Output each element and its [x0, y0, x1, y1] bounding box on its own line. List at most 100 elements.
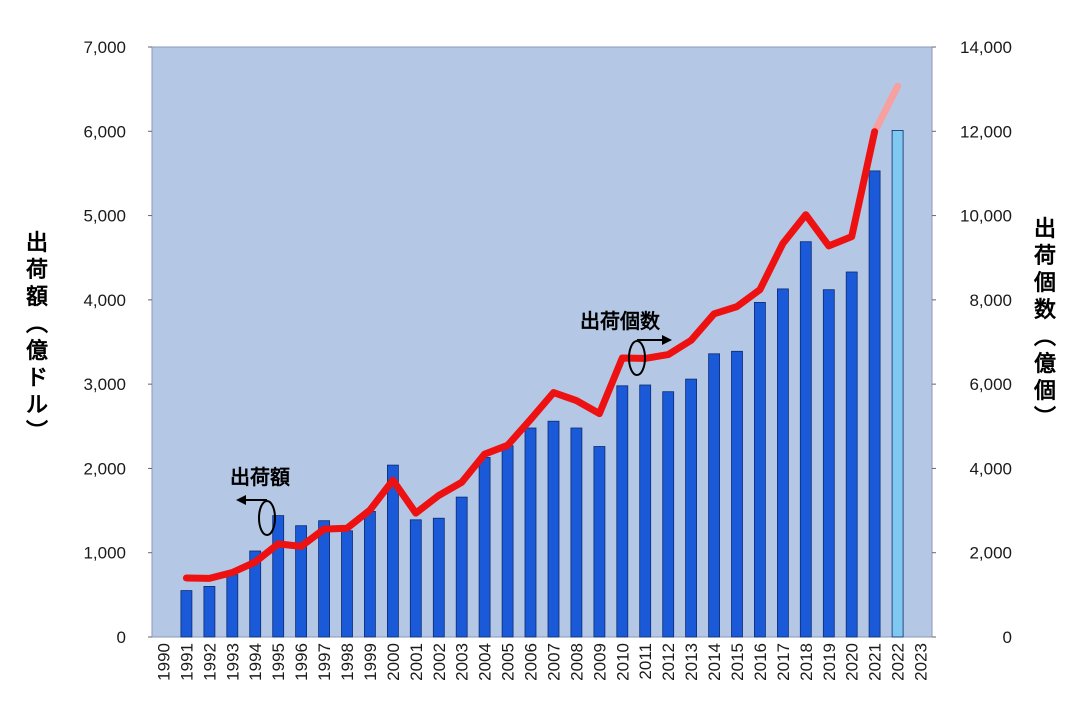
right-axis-title: 出荷個数︵億個︶ — [1033, 217, 1057, 431]
x-tick-label: 2009 — [590, 643, 609, 681]
x-tick-label: 2010 — [613, 643, 632, 681]
bar — [639, 384, 652, 638]
right-tick-label: 0 — [1003, 628, 1012, 647]
x-tick-label: 1999 — [361, 643, 380, 681]
left-tick-label: 4,000 — [83, 291, 126, 310]
bar — [524, 427, 537, 638]
annotation-shipment-count: 出荷個数 — [580, 309, 672, 376]
x-tick-label: 1997 — [315, 643, 334, 681]
x-tick-label: 2011 — [636, 643, 655, 680]
axis-title-char: 額 — [26, 284, 48, 310]
x-tick-label: 1992 — [200, 643, 219, 681]
arrowhead-right-icon — [662, 335, 672, 345]
left-tick-label: 0 — [117, 628, 126, 647]
axis-title-char: 億 — [26, 338, 48, 364]
right-tick-label: 8,000 — [969, 291, 1012, 310]
x-tick-label: 2022 — [889, 643, 908, 681]
bar — [708, 353, 720, 638]
bar — [616, 385, 629, 638]
bar — [295, 525, 308, 638]
axis-title-char: 個 — [1033, 379, 1056, 404]
x-tick-label: 2007 — [544, 643, 563, 681]
annotation-shipment-value: 出荷額 — [230, 465, 290, 536]
arrowhead-left-icon — [236, 495, 246, 505]
right-tick-label: 2,000 — [969, 544, 1012, 563]
bar — [180, 590, 193, 638]
right-tick-label: 6,000 — [969, 375, 1012, 394]
bar — [547, 420, 560, 638]
axis-title-char: ︶ — [1034, 405, 1056, 431]
bar — [272, 515, 285, 638]
axis-title-char: 荷 — [26, 258, 48, 283]
x-tick-label: 2016 — [751, 643, 770, 681]
left-tick-label: 1,000 — [83, 544, 126, 563]
x-tick-label: 2020 — [843, 643, 862, 681]
x-tick-label: 1996 — [292, 643, 311, 681]
bar — [478, 457, 491, 638]
bar — [822, 289, 835, 638]
left-tick-label: 7,000 — [83, 38, 126, 57]
bar — [754, 301, 766, 638]
bar — [570, 427, 583, 638]
axis-title-char: 個 — [1033, 271, 1056, 296]
axis-title-char: ル — [26, 393, 48, 418]
bar — [777, 288, 789, 638]
x-tick-label: 2005 — [499, 643, 518, 681]
right-tick-label: 10,000 — [960, 207, 1012, 226]
axis-title-char: 荷 — [1034, 244, 1056, 269]
bar — [203, 586, 216, 638]
bar — [593, 446, 606, 638]
bar — [409, 519, 422, 638]
bar — [341, 530, 353, 638]
axis-title-char: ド — [26, 366, 48, 391]
left-axis-ticks: 0 1,000 2,000 3,000 4,000 5,000 6,000 7,000 — [83, 38, 152, 647]
left-tick-label: 6,000 — [83, 122, 126, 141]
bar — [845, 271, 858, 638]
x-tick-label: 2018 — [797, 643, 816, 681]
left-tick-label: 3,000 — [83, 375, 126, 394]
right-tick-label: 14,000 — [960, 38, 1012, 57]
x-tick-label: 2006 — [522, 643, 541, 681]
line-series — [182, 82, 902, 582]
right-axis-ticks: 0 2,000 4,000 6,000 8,000 10,000 12,000 14,000 — [932, 38, 1012, 647]
x-tick-label: 1990 — [154, 643, 173, 681]
axis-title-char: 出 — [26, 231, 48, 256]
x-tick-label: 2021 — [866, 643, 885, 681]
bar — [363, 510, 376, 638]
right-tick-label: 12,000 — [960, 122, 1012, 141]
bar — [662, 391, 675, 638]
line-forecast-segment — [871, 82, 902, 136]
x-tick-label: 1991 — [177, 643, 196, 681]
bar — [868, 170, 881, 638]
x-tick-label: 2019 — [820, 643, 839, 681]
line-shipment-count — [182, 128, 879, 582]
left-tick-label: 2,000 — [83, 459, 126, 478]
bar — [455, 496, 468, 638]
x-tick-label: 2008 — [567, 643, 586, 681]
bar — [432, 517, 445, 638]
x-tick-label: 2013 — [682, 643, 701, 681]
annotation-shipment-count-label: 出荷個数 — [580, 309, 661, 333]
right-tick-label: 4,000 — [969, 459, 1012, 478]
x-tick-label: 1994 — [246, 643, 265, 681]
x-tick-label: 1998 — [338, 643, 357, 681]
bar-series — [180, 129, 904, 638]
axis-title-char: 億 — [1034, 351, 1056, 377]
x-axis-ticks: 1990 1991 1992 1993 1994 1995 1996 1997 1998 1999… — [154, 643, 930, 681]
bar — [386, 464, 399, 638]
x-tick-label: 2014 — [705, 643, 724, 681]
bar — [318, 520, 331, 638]
bar — [249, 550, 262, 638]
x-tick-label: 2015 — [728, 643, 747, 681]
x-tick-label: 2012 — [659, 643, 678, 681]
bar — [685, 378, 697, 638]
axis-title-char: ︶ — [26, 419, 48, 445]
axis-title-char: 出 — [1034, 217, 1056, 242]
left-tick-label: 5,000 — [83, 207, 126, 226]
x-tick-label: 2023 — [912, 643, 931, 681]
x-tick-label: 2003 — [453, 643, 472, 681]
bar — [799, 241, 812, 638]
annotation-shipment-value-label: 出荷額 — [230, 465, 290, 489]
x-tick-label: 1995 — [269, 643, 288, 681]
